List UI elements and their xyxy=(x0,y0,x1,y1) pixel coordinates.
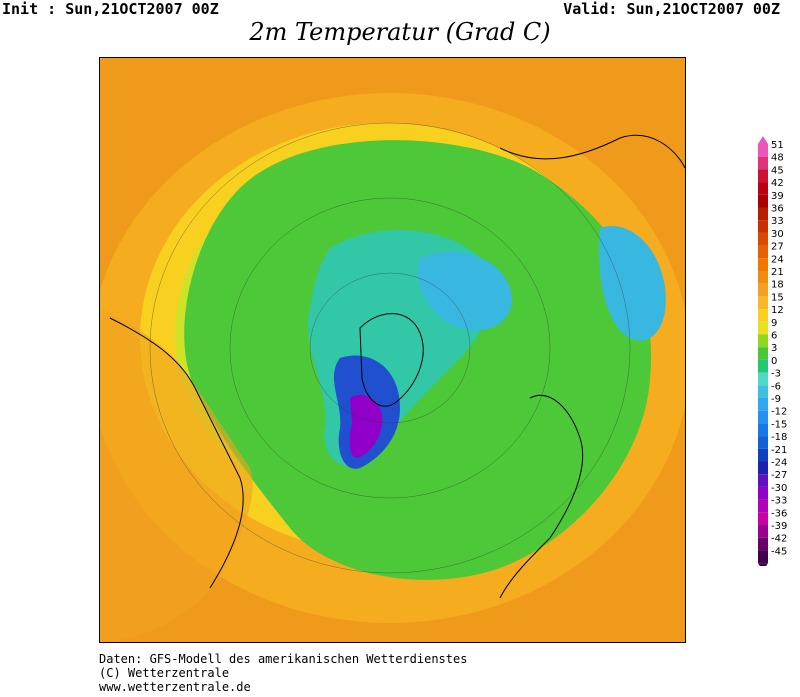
legend-swatch xyxy=(758,359,768,373)
cold-zone-2 xyxy=(417,252,512,331)
legend-level-label: 3 xyxy=(771,343,777,354)
legend-swatch xyxy=(758,372,768,386)
legend-swatch xyxy=(758,232,768,246)
legend-swatch xyxy=(758,525,768,538)
footer-url: www.wetterzentrale.de xyxy=(99,680,251,694)
map-grid xyxy=(149,122,631,574)
landmass-north-america xyxy=(100,308,253,642)
legend-swatch xyxy=(758,334,768,348)
valid-time: Valid: Sun,21OCT2007 00Z xyxy=(563,0,780,18)
legend-swatch xyxy=(758,398,768,411)
legend-swatch xyxy=(758,321,768,335)
legend-swatch xyxy=(758,245,768,259)
footer: Daten: GFS-Modell des amerikanischen Wet… xyxy=(99,652,467,694)
legend-swatch xyxy=(758,423,768,437)
legend-swatch xyxy=(758,448,768,462)
legend-swatch xyxy=(758,512,768,525)
map-title: 2m Temperatur (Grad C) xyxy=(249,18,551,46)
legend-level-label: 15 xyxy=(771,292,784,303)
init-time: Init : Sun,21OCT2007 00Z xyxy=(2,0,219,18)
legend-swatch xyxy=(758,385,768,398)
legend-level-label: 9 xyxy=(771,318,777,329)
legend-level-label: -21 xyxy=(771,445,787,456)
legend-level-label: 42 xyxy=(771,178,784,189)
legend-level-label: -18 xyxy=(771,432,787,443)
legend-level-label: -36 xyxy=(771,508,787,519)
legend-level-label: 48 xyxy=(771,153,784,164)
legend-swatch xyxy=(758,258,768,271)
legend-level-label: 30 xyxy=(771,229,784,240)
coastline-north-america xyxy=(109,317,244,589)
legend-level-label: -30 xyxy=(771,483,787,494)
legend-swatch xyxy=(758,499,768,513)
legend-swatch xyxy=(758,156,768,170)
legend-level-label: 51 xyxy=(771,140,784,151)
color-legend: 51 48 45 42 39 36 33 30 27 24 21 18 15 12 9 6 3 0 -3 -6 -9 -1… xyxy=(756,136,800,572)
legend-level-label: -24 xyxy=(771,458,787,469)
legend-swatch xyxy=(758,283,768,297)
legend-level-label: 39 xyxy=(771,191,784,202)
legend-level-label: 0 xyxy=(771,356,777,367)
cold-zone-3 xyxy=(599,226,666,341)
footer-data-source: Daten: GFS-Modell des amerikanischen Wet… xyxy=(99,652,468,666)
coastline-asia xyxy=(499,134,685,169)
legend-swatch xyxy=(758,207,768,221)
legend-swatch xyxy=(758,461,768,475)
legend-level-label: 18 xyxy=(771,280,784,291)
legend-swatch xyxy=(758,347,768,360)
legend-swatch xyxy=(758,220,768,233)
legend-level-label: -45 xyxy=(771,546,787,557)
legend-level-label: -15 xyxy=(771,419,787,430)
temperature-map xyxy=(99,57,686,643)
legend-level-label: -42 xyxy=(771,534,787,545)
legend-swatch xyxy=(758,271,768,284)
legend-level-label: 24 xyxy=(771,254,784,265)
footer-copyright: (C) Wetterzentrale xyxy=(99,666,230,680)
legend-level-label: -9 xyxy=(771,394,781,405)
legend-level-label: 12 xyxy=(771,305,784,316)
coastline-europe xyxy=(499,394,584,599)
extreme-cold-zone xyxy=(349,394,383,458)
legend-level-label: -6 xyxy=(771,381,781,392)
legend-swatch xyxy=(758,296,768,310)
legend-swatch xyxy=(758,486,768,500)
legend-swatch xyxy=(758,537,768,551)
legend-arrow-top xyxy=(758,136,768,144)
legend-swatch xyxy=(758,182,768,195)
legend-level-label: 27 xyxy=(771,242,784,253)
legend-level-label: 6 xyxy=(771,331,777,342)
legend-swatch xyxy=(758,144,768,157)
legend-swatch xyxy=(758,436,768,449)
legend-level-label: 45 xyxy=(771,165,784,176)
legend-level-label: -12 xyxy=(771,407,787,418)
legend-level-label: -39 xyxy=(771,521,787,532)
legend-swatch xyxy=(758,169,768,183)
legend-level-label: 36 xyxy=(771,204,784,215)
legend-swatch xyxy=(758,474,768,487)
legend-arrow-bottom xyxy=(758,563,768,572)
legend-swatch xyxy=(758,550,768,564)
legend-swatch xyxy=(758,309,768,322)
legend-level-label: -27 xyxy=(771,470,787,481)
coastline-greenland xyxy=(359,313,424,407)
legend-swatch xyxy=(758,194,768,208)
legend-level-label: -3 xyxy=(771,369,781,380)
legend-level-label: -33 xyxy=(771,496,787,507)
legend-level-label: 33 xyxy=(771,216,784,227)
legend-swatch xyxy=(758,410,768,424)
legend-level-label: 21 xyxy=(771,267,784,278)
